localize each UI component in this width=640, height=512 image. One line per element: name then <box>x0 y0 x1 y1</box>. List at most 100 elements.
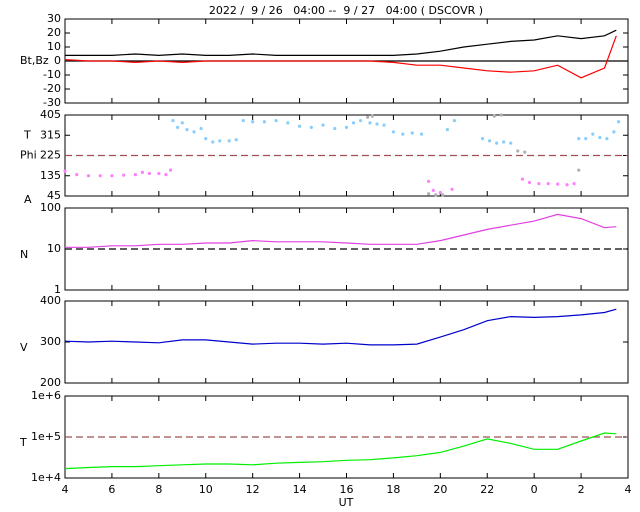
data-point <box>410 131 414 135</box>
data-point <box>122 173 126 177</box>
data-point <box>321 123 325 127</box>
data-point <box>516 149 520 153</box>
data-point <box>274 119 278 123</box>
data-point <box>546 182 550 186</box>
data-point <box>309 125 313 129</box>
data-point <box>556 182 560 186</box>
y-tick-label: -10 <box>43 68 61 81</box>
data-point <box>520 177 525 181</box>
x-tick-label: 20 <box>433 483 447 496</box>
x-tick-label: 18 <box>386 483 400 496</box>
data-point <box>168 168 173 172</box>
x-tick-label: 16 <box>340 483 354 496</box>
data-line <box>65 29 617 57</box>
y-tick-label: 200 <box>40 376 61 389</box>
x-tick-label: 14 <box>293 483 307 496</box>
x-tick-label: 4 <box>625 483 632 496</box>
data-point <box>441 193 445 197</box>
data-line <box>64 308 617 346</box>
data-point <box>211 140 215 144</box>
data-point <box>75 173 79 177</box>
data-point <box>431 188 435 192</box>
y-axis-label: Phi <box>20 149 37 162</box>
data-point <box>234 138 238 142</box>
data-point <box>527 180 532 185</box>
data-point <box>176 125 180 129</box>
y-tick-label: -30 <box>43 96 61 109</box>
data-point <box>598 135 602 140</box>
y-tick-label: 0 <box>54 54 61 67</box>
data-point <box>509 141 513 145</box>
y-axis-label: A <box>24 193 32 206</box>
y-tick-label: 100 <box>40 201 61 214</box>
data-point <box>492 114 496 118</box>
y-tick-label: 1e+6 <box>31 389 61 402</box>
data-point <box>262 120 266 124</box>
x-tick-label: 6 <box>108 483 115 496</box>
x-axis-label: UT <box>339 496 354 509</box>
data-point <box>617 120 621 124</box>
data-point <box>502 140 506 144</box>
data-point <box>286 121 290 125</box>
data-line <box>64 432 617 470</box>
data-point <box>434 193 438 197</box>
data-point <box>612 130 616 134</box>
data-point <box>297 124 302 128</box>
data-point <box>438 191 442 195</box>
data-point <box>565 183 569 187</box>
x-tick-label: 12 <box>246 483 260 496</box>
y-tick-label: 315 <box>40 128 61 141</box>
data-point <box>86 174 91 178</box>
y-tick-label: 1 <box>54 283 61 296</box>
data-point <box>98 174 102 178</box>
data-point <box>63 169 67 173</box>
x-tick-label: 10 <box>199 483 213 496</box>
data-point <box>192 130 196 134</box>
x-tick-label: 4 <box>62 483 69 496</box>
y-axis-label: V <box>20 341 28 354</box>
y-axis-label: N <box>20 248 28 261</box>
data-point <box>427 179 431 183</box>
data-line <box>65 213 617 248</box>
chart-title: 2022 / 9 / 26 04:00 -- 9 / 27 04:00 ( DS… <box>209 4 483 17</box>
y-tick-label: 225 <box>40 149 61 162</box>
data-point <box>523 150 527 154</box>
y-axis-label: T <box>19 436 27 449</box>
x-tick-label: 8 <box>155 483 162 496</box>
data-point <box>487 139 492 143</box>
data-point <box>382 123 386 127</box>
data-point <box>577 168 581 172</box>
data-line <box>64 35 617 79</box>
data-point <box>427 192 431 196</box>
data-point <box>218 139 222 143</box>
data-point <box>241 119 245 123</box>
y-tick-label: 30 <box>47 12 61 25</box>
data-point <box>577 137 581 141</box>
y-tick-label: 405 <box>40 108 61 121</box>
data-point <box>375 122 379 126</box>
data-point <box>164 173 168 177</box>
data-point <box>133 173 137 177</box>
y-tick-label: 1e+4 <box>31 471 61 484</box>
y-tick-label: 10 <box>47 242 61 255</box>
y-tick-label: 400 <box>40 294 61 307</box>
data-point <box>445 128 449 132</box>
data-point <box>391 130 396 134</box>
data-point <box>572 182 576 186</box>
data-point <box>140 170 145 174</box>
x-tick-label: 2 <box>578 483 585 496</box>
data-point <box>180 121 184 125</box>
data-point <box>344 125 349 129</box>
data-point <box>147 171 152 176</box>
y-tick-label: 135 <box>40 169 61 182</box>
data-point <box>358 119 363 123</box>
data-point <box>401 132 405 136</box>
y-tick-label: 1e+5 <box>31 430 61 443</box>
y-axis-label: T <box>23 128 31 141</box>
data-point <box>204 137 208 141</box>
data-point <box>333 126 337 131</box>
data-point <box>171 119 175 123</box>
data-point <box>370 114 374 118</box>
data-point <box>368 121 372 125</box>
